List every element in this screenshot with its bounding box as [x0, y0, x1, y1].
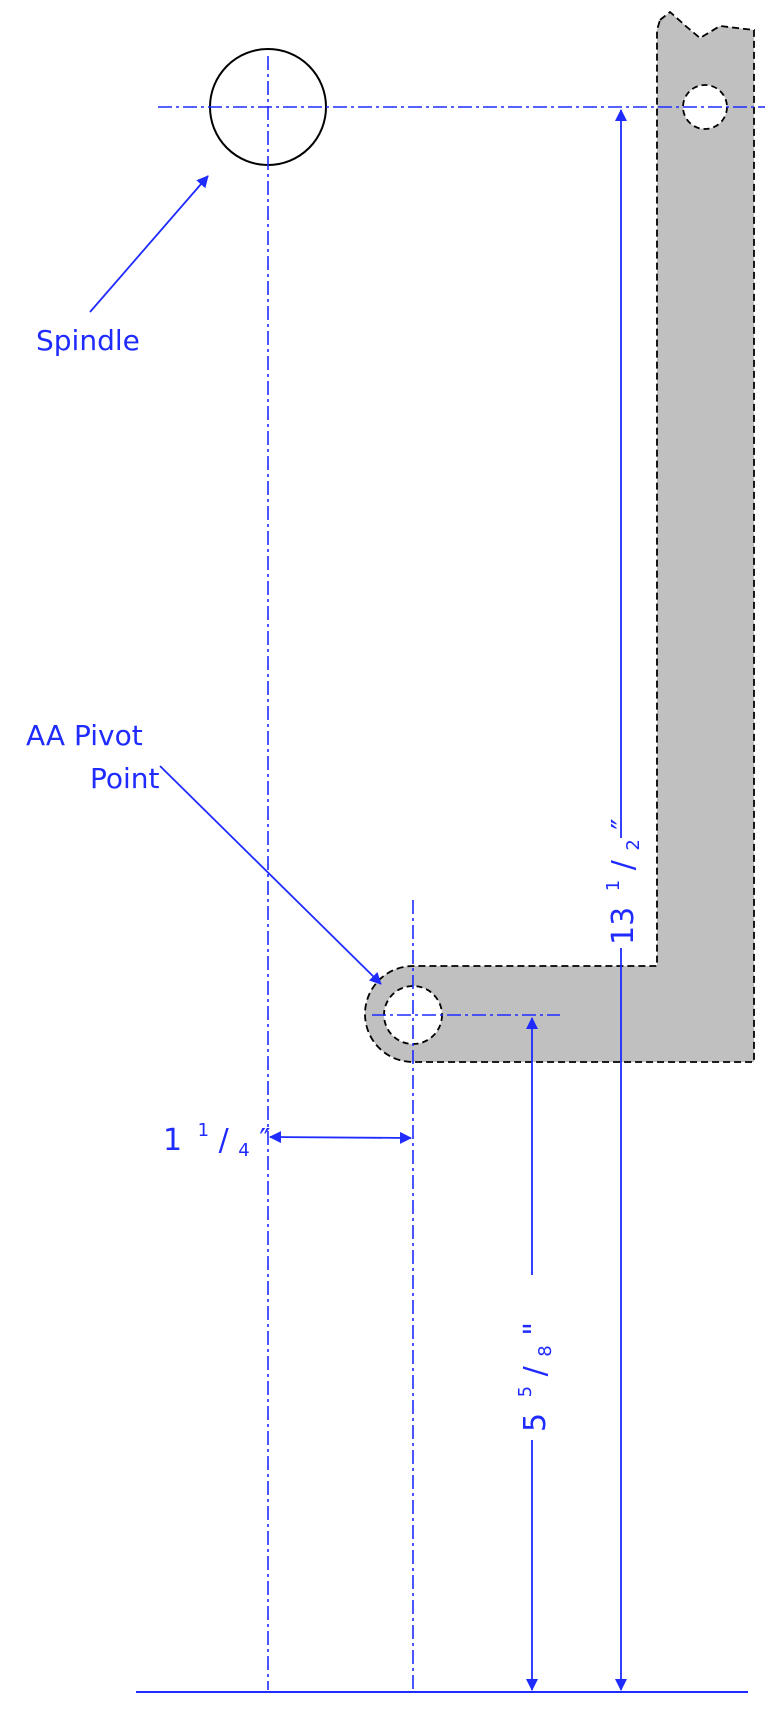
horizontal-dimension-line [269, 1131, 412, 1144]
pivot-label-line2: Point [90, 762, 160, 795]
bracket-part [364, 10, 755, 1063]
spindle-leader-arrow [89, 175, 209, 313]
spindle-height-dimension-text: 13 1 / 2 ″ [592, 818, 647, 945]
pivot-height-dimension-text: 5 5 / 8 " [504, 1322, 559, 1432]
pivot-label-line1: AA Pivot [26, 719, 143, 752]
pivot-leader-arrow [159, 765, 382, 985]
horizontal-dimension-text: 1 1 / 4 ″ [163, 1109, 271, 1164]
spindle-label: Spindle [36, 324, 140, 357]
